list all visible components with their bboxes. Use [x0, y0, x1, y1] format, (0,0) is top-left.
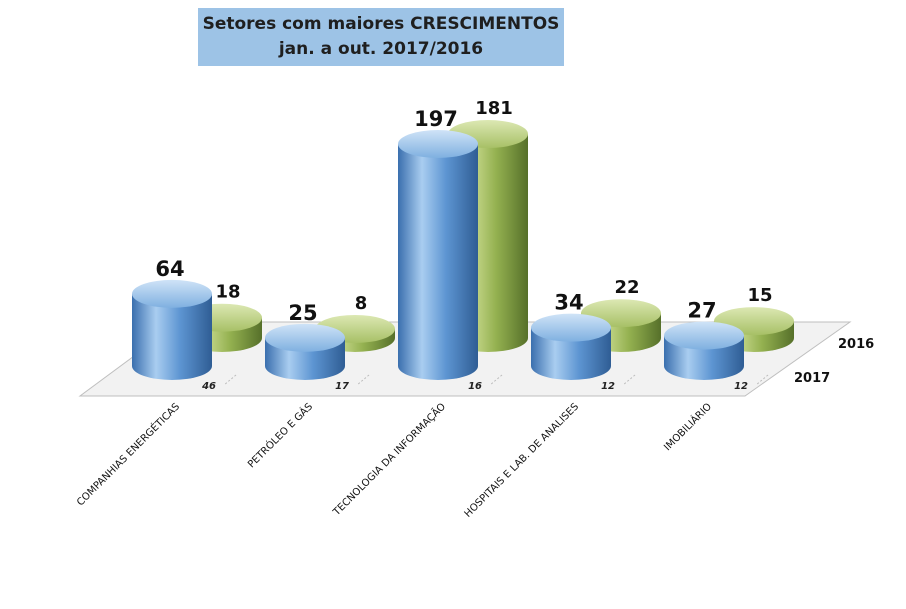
chart-title: Setores com maiores CRESCIMENTOS — [202, 14, 560, 34]
floor-arrow — [489, 374, 503, 386]
data-label-2016: 8 — [355, 293, 368, 314]
bar-2017 — [132, 279, 212, 380]
data-label-2016: 18 — [215, 282, 240, 303]
floor-label: 16 — [468, 381, 482, 392]
floor-label: 46 — [201, 381, 216, 392]
floor-label: 12 — [601, 381, 615, 392]
data-label-2017: 34 — [554, 291, 583, 315]
category-label: HOSPITAIS E LAB. DE ANALISES — [463, 401, 582, 520]
floor-arrow — [755, 374, 769, 386]
data-label-2016: 181 — [475, 98, 513, 119]
floor-label: 12 — [734, 381, 748, 392]
bar-2017 — [664, 321, 744, 380]
data-label-2017: 197 — [414, 107, 458, 131]
category-label: COMPANHIAS ENERGÉTICAS — [74, 400, 182, 508]
category-label: PETRÓLEO E GÁS — [245, 400, 315, 470]
bar-2017 — [265, 323, 345, 380]
floor-arrow — [622, 374, 636, 386]
category-label: IMOBILIÁRIO — [661, 400, 714, 453]
bar-2017 — [531, 313, 611, 380]
data-label-2016: 22 — [614, 277, 639, 298]
data-label-2017: 64 — [155, 257, 184, 281]
series-label-2016: 2016 — [838, 337, 874, 352]
series-label-2017: 2017 — [794, 371, 830, 386]
chart-title-box: Setores com maiores CRESCIMENTOS jan. a … — [198, 8, 564, 66]
floor-label: 17 — [335, 381, 349, 392]
bar-2017 — [398, 130, 478, 380]
data-label-2017: 27 — [687, 299, 716, 323]
data-label-2017: 25 — [288, 301, 317, 325]
floor-arrow — [223, 374, 237, 386]
data-label-2016: 15 — [747, 285, 772, 306]
chart-subtitle: jan. a out. 2017/2016 — [278, 39, 484, 59]
floor-arrow — [356, 374, 370, 386]
category-label: TECNOLOGIA DA INFORMAÇÃO — [329, 400, 448, 519]
